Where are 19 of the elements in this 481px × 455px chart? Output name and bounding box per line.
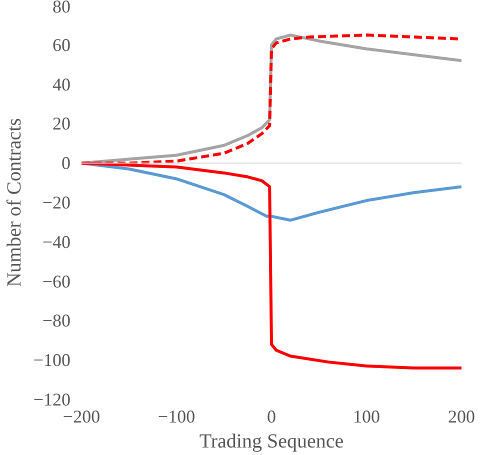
y-tick-label: −120 (33, 390, 71, 410)
y-tick-label: 80 (52, 0, 70, 16)
y-tick-label: −80 (42, 310, 71, 331)
y-tick-label: −40 (42, 232, 71, 252)
x-tick-label: 0 (267, 406, 276, 426)
y-tick-label: −60 (42, 271, 71, 292)
y-tick-label: 20 (52, 114, 70, 134)
y-axis-title: Number of Contracts (3, 118, 26, 287)
y-tick-label: −100 (33, 350, 71, 370)
y-tick-label: −20 (42, 192, 71, 212)
x-axis-title: Trading Sequence (199, 430, 344, 452)
x-tick-label: 200 (448, 406, 475, 426)
x-tick-label: −100 (158, 406, 196, 426)
x-tick-label: −200 (62, 406, 100, 426)
y-tick-label: 60 (52, 34, 70, 55)
x-tick-label: 100 (353, 406, 380, 426)
line-series (82, 162, 462, 222)
y-tick-label: 40 (52, 74, 70, 94)
y-tick-label: 0 (62, 153, 70, 174)
